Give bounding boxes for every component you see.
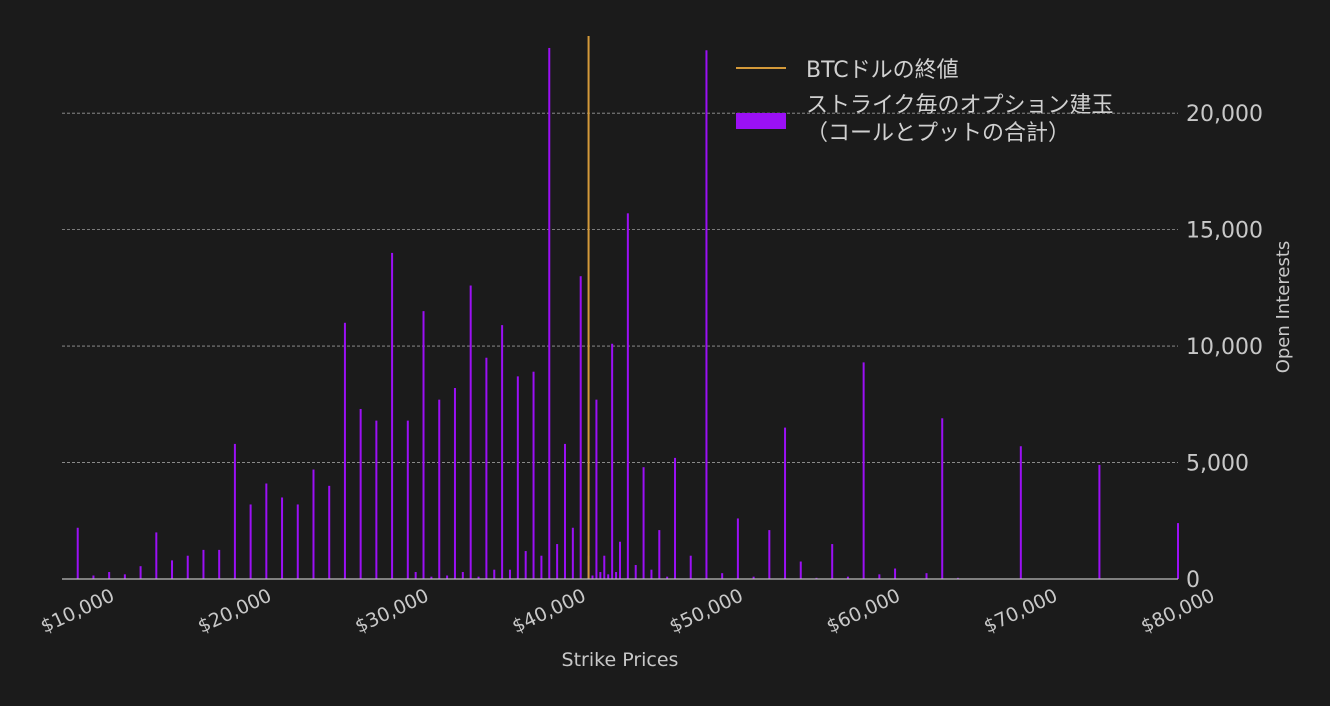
bar bbox=[422, 311, 425, 579]
y-tick-label: 15,000 bbox=[1186, 219, 1263, 244]
bar bbox=[615, 572, 618, 579]
bar bbox=[894, 568, 897, 579]
bar bbox=[862, 362, 865, 579]
bar bbox=[477, 576, 480, 579]
bar bbox=[1177, 523, 1179, 579]
grid-lines bbox=[62, 112, 1178, 463]
bar bbox=[493, 569, 496, 579]
bar bbox=[603, 555, 606, 579]
bar bbox=[768, 530, 771, 579]
legend-bar-swatch bbox=[736, 113, 786, 129]
bar bbox=[108, 572, 111, 579]
bar bbox=[438, 399, 441, 579]
bar bbox=[516, 376, 519, 579]
bar bbox=[461, 572, 464, 579]
bar bbox=[925, 573, 928, 579]
bar bbox=[414, 572, 417, 579]
legend: BTCドルの終値 ストライク毎のオプション建玉 （コールとプットの合計） bbox=[736, 58, 1114, 146]
bar bbox=[485, 357, 488, 579]
bar bbox=[453, 388, 456, 579]
legend-bar-label-line2: （コールとプットの合計） bbox=[806, 121, 1070, 146]
bar bbox=[249, 504, 252, 579]
bar bbox=[634, 565, 637, 579]
bar bbox=[721, 573, 724, 579]
bar bbox=[674, 457, 677, 579]
bar bbox=[571, 527, 574, 579]
bar bbox=[469, 285, 472, 579]
bar bbox=[532, 371, 535, 579]
bar bbox=[446, 575, 449, 579]
bar bbox=[831, 544, 834, 579]
bar bbox=[595, 399, 598, 579]
bar bbox=[524, 551, 527, 579]
bar bbox=[233, 443, 236, 579]
bar bbox=[218, 549, 221, 579]
bar bbox=[941, 418, 944, 579]
bar bbox=[752, 576, 755, 579]
bar bbox=[139, 566, 142, 579]
bar-series bbox=[76, 47, 1179, 579]
bar bbox=[626, 213, 629, 579]
bar bbox=[312, 469, 315, 579]
bar bbox=[186, 555, 189, 579]
y-axis-title: Open Interests bbox=[1273, 241, 1294, 374]
legend-line-label: BTCドルの終値 bbox=[806, 58, 959, 83]
bar bbox=[359, 408, 362, 579]
bar bbox=[548, 47, 551, 579]
x-axis-title: Strike Prices bbox=[562, 649, 679, 671]
bar bbox=[878, 574, 881, 579]
bar bbox=[202, 549, 205, 579]
y-tick-label: 10,000 bbox=[1186, 335, 1263, 360]
bar bbox=[607, 574, 610, 579]
bar bbox=[1098, 464, 1101, 579]
y-tick-label: 5,000 bbox=[1186, 452, 1249, 477]
bar bbox=[281, 497, 284, 579]
bar bbox=[784, 427, 787, 579]
bar bbox=[579, 276, 582, 579]
bar bbox=[430, 576, 433, 579]
bar bbox=[328, 485, 331, 579]
bar bbox=[599, 572, 602, 579]
bar bbox=[391, 252, 394, 579]
bar bbox=[846, 576, 849, 579]
legend-bar-label-line1: ストライク毎のオプション建玉 bbox=[806, 93, 1114, 118]
bar bbox=[650, 569, 653, 579]
bar bbox=[666, 576, 669, 579]
bar bbox=[642, 467, 645, 579]
bar bbox=[563, 443, 566, 579]
y-axis: 0 5,000 10,000 15,000 20,000 bbox=[1186, 102, 1263, 593]
bar bbox=[155, 532, 158, 579]
bar bbox=[591, 575, 594, 579]
bar bbox=[92, 575, 95, 579]
bar bbox=[265, 483, 268, 579]
bar bbox=[799, 561, 802, 579]
bar bbox=[611, 343, 614, 579]
bar bbox=[705, 50, 708, 579]
bar bbox=[406, 420, 409, 579]
bar bbox=[736, 518, 739, 579]
bar bbox=[501, 325, 504, 579]
y-tick-label: 0 bbox=[1186, 568, 1200, 593]
bar bbox=[658, 530, 661, 579]
bar bbox=[508, 569, 511, 579]
bar bbox=[375, 420, 378, 579]
bar bbox=[1019, 446, 1022, 579]
bar bbox=[171, 560, 174, 579]
bar bbox=[540, 555, 543, 579]
bar bbox=[619, 541, 621, 579]
y-tick-label: 20,000 bbox=[1186, 102, 1263, 127]
bar bbox=[689, 555, 692, 579]
bar bbox=[123, 574, 126, 579]
bar bbox=[296, 504, 299, 579]
bar bbox=[76, 527, 79, 579]
bar bbox=[343, 322, 346, 579]
bar bbox=[556, 544, 559, 579]
